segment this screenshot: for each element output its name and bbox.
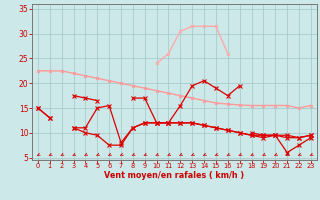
X-axis label: Vent moyen/en rafales ( km/h ): Vent moyen/en rafales ( km/h ): [104, 171, 244, 180]
